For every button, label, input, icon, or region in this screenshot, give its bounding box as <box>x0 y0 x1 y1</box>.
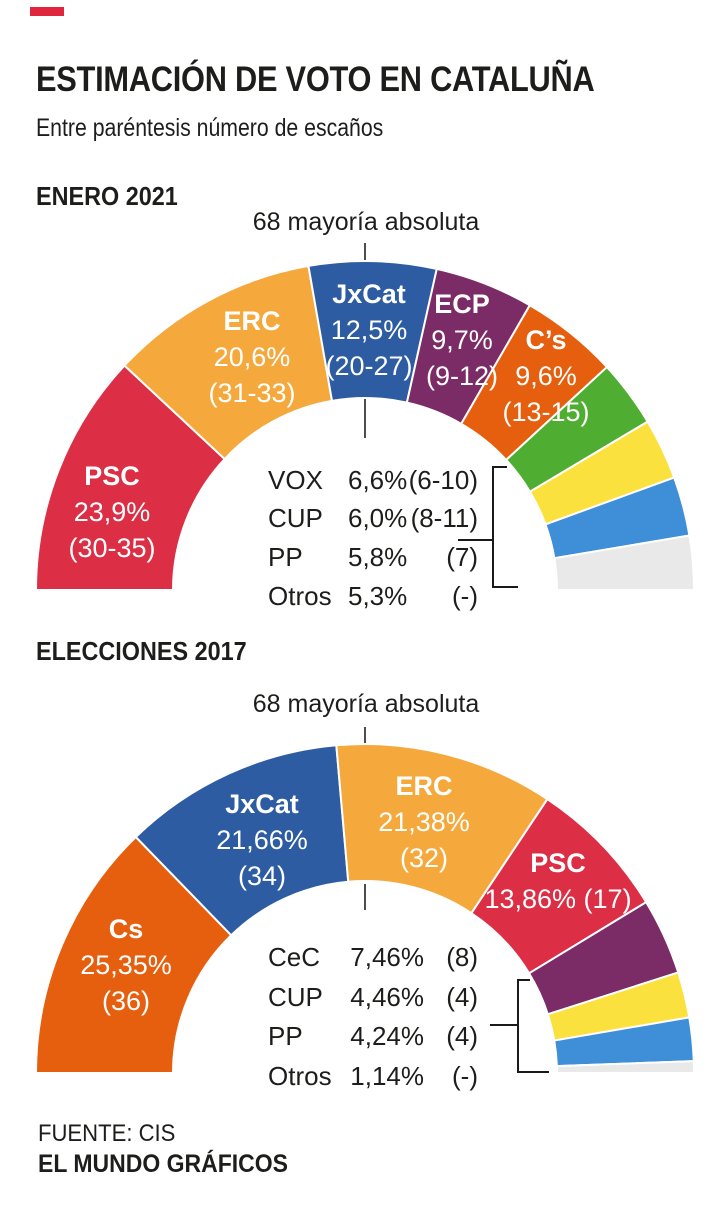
legend-party: VOX <box>268 464 323 495</box>
party-name: ERC <box>395 771 453 801</box>
legend-pct: 5,8% <box>348 541 408 572</box>
legend-row-cup: CUP 4,46% (4) <box>268 978 478 1018</box>
arc-label-jxcat-2017: JxCat 21,66% (34) <box>216 786 308 894</box>
arc-label-psc-2017: PSC 13,86% (17) <box>484 845 631 917</box>
party-name: ERC <box>223 306 281 336</box>
legend-party: Otros <box>268 580 332 611</box>
legend-seats: (8-11) <box>410 503 478 534</box>
legend-row-cec: CeC 7,46% (8) <box>268 938 478 978</box>
arc-label-jxcat-2021: JxCat 12,5% (20-27) <box>325 276 412 384</box>
legend-row-otros: Otros 1,14% (-) <box>268 1057 478 1097</box>
legend-row-cup: CUP 6,0% (8-11) <box>268 500 478 539</box>
arc-label-erc-2021: ERC 20,6% (31-33) <box>208 303 295 411</box>
section-title-elecciones-2017: ELECCIONES 2017 <box>36 636 247 666</box>
legend-pct: 4,24% <box>350 1021 424 1052</box>
legend-pct: 5,3% <box>348 580 408 611</box>
legend-party: CUP <box>268 503 323 534</box>
legend-party: CeC <box>268 942 321 973</box>
legend-party: Otros <box>268 1061 332 1092</box>
legend-seats: (7) <box>446 541 478 572</box>
party-seats: (20-27) <box>325 351 413 381</box>
party-name: PSC <box>84 461 140 491</box>
legend-bracket <box>490 979 549 1073</box>
brand-red-dash <box>30 7 64 16</box>
party-name: PSC <box>530 848 586 878</box>
donut-segment-Otros <box>553 534 696 591</box>
party-pct: 9,7% <box>431 325 493 355</box>
donut-segment-Otros <box>555 1060 696 1074</box>
arc-label-psc-2021: PSC 23,9% (30-35) <box>68 458 155 566</box>
source-line: FUENTE: CIS <box>38 1120 176 1147</box>
legend-party: PP <box>268 1021 303 1052</box>
party-pct: 25,35% <box>80 950 172 980</box>
section-title-enero-2021: ENERO 2021 <box>36 181 178 211</box>
party-name: C’s <box>525 325 567 355</box>
party-seats: (30-35) <box>68 533 156 563</box>
legend-party: CUP <box>268 981 323 1012</box>
credit-line: EL MUNDO GRÁFICOS <box>38 1150 289 1178</box>
legend-party: PP <box>268 541 303 572</box>
party-pct: 9,6% <box>515 361 577 391</box>
party-pct: 23,9% <box>73 497 151 527</box>
legend-row-pp: PP 4,24% (4) <box>268 1017 478 1057</box>
party-seats: (34) <box>237 861 287 891</box>
party-name: JxCat <box>225 789 299 819</box>
party-name: ECP <box>434 289 490 319</box>
legend-seats: (8) <box>446 942 478 973</box>
arc-label-erc-2017: ERC 21,38% (32) <box>378 768 470 876</box>
center-legend-2017: CeC 7,46% (8) CUP 4,46% (4) PP 4,24% (4)… <box>268 938 478 1096</box>
legend-pct: 6,6% <box>348 464 408 495</box>
arc-label-ecp-2021: ECP 9,7% (9-12) <box>426 286 498 394</box>
page-subtitle: Entre paréntesis número de escaños <box>36 114 384 142</box>
legend-seats: (4) <box>446 981 478 1012</box>
party-name: Cs <box>108 914 144 944</box>
party-seats: (13-15) <box>502 397 590 427</box>
party-pct: 20,6% <box>213 342 291 372</box>
legend-pct: 1,14% <box>350 1061 424 1092</box>
legend-seats: (-) <box>452 580 478 611</box>
majority-label-2017: 68 mayoría absoluta <box>252 690 480 718</box>
party-seats: (32) <box>399 843 449 873</box>
page-title: ESTIMACIÓN DE VOTO EN CATALUÑA <box>36 60 595 99</box>
party-pct: 21,38% <box>378 807 470 837</box>
party-pct-seats: 13,86% (17) <box>484 881 631 917</box>
arc-label-cs-2021: C’s 9,6% (13-15) <box>502 322 589 430</box>
legend-row-otros: Otros 5,3% (-) <box>268 577 478 616</box>
legend-pct: 6,0% <box>348 503 408 534</box>
legend-bracket <box>458 466 518 588</box>
party-pct: 12,5% <box>330 315 408 345</box>
party-pct: 21,66% <box>216 825 308 855</box>
center-legend-2021: VOX 6,6% (6-10) CUP 6,0% (8-11) PP 5,8% … <box>268 461 478 615</box>
party-seats: (9-12) <box>425 361 499 391</box>
party-name: JxCat <box>332 279 406 309</box>
arc-label-cs-2017: Cs 25,35% (36) <box>80 911 172 1019</box>
party-seats: (36) <box>101 986 151 1016</box>
legend-pct: 4,46% <box>350 981 424 1012</box>
legend-row-pp: PP 5,8% (7) <box>268 538 478 577</box>
legend-seats: (4) <box>446 1021 478 1052</box>
majority-label-2021: 68 mayoría absoluta <box>252 208 480 236</box>
legend-seats: (-) <box>452 1061 478 1092</box>
party-pct: 13,86% <box>484 884 577 914</box>
party-seats: (31-33) <box>208 378 296 408</box>
legend-pct: 7,46% <box>350 942 424 973</box>
legend-row-vox: VOX 6,6% (6-10) <box>268 461 478 500</box>
party-seats: (17) <box>583 884 632 914</box>
legend-seats: (6-10) <box>408 464 478 495</box>
